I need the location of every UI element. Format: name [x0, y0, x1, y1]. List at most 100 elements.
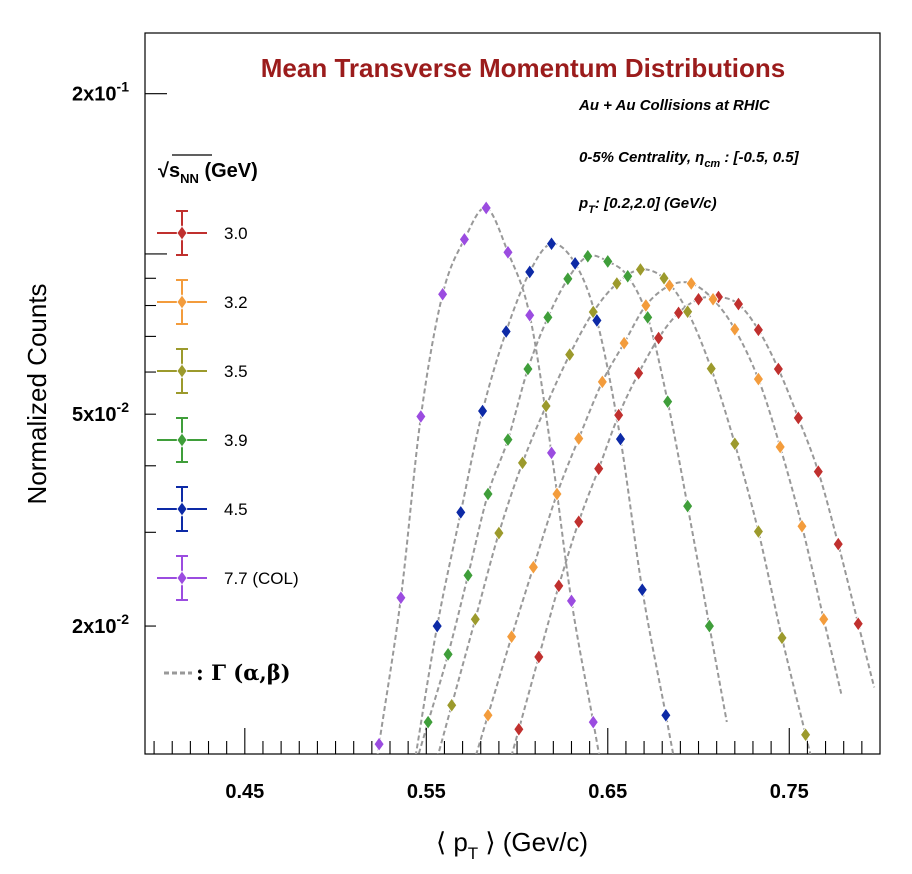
data-point-0 — [693, 291, 705, 307]
data-point-5 — [458, 231, 470, 248]
data-markers — [373, 200, 864, 776]
annotation-centrality: 0-5% Centrality, ηcm : [-0.5, 0.5] — [579, 149, 800, 170]
data-point-3 — [642, 309, 654, 326]
legend-label: 3.2 — [224, 293, 248, 312]
data-point-1 — [527, 559, 539, 575]
data-point-3 — [703, 618, 715, 634]
data-point-1 — [752, 371, 764, 387]
data-point-3 — [582, 248, 594, 264]
fit-curves — [376, 206, 876, 754]
data-point-0 — [732, 296, 744, 312]
data-point-4 — [569, 255, 581, 272]
x-tick-label: 0.65 — [588, 781, 627, 803]
data-point-5 — [395, 590, 407, 606]
legend-label: 3.5 — [224, 362, 248, 381]
y-tick-label: 5x10-2 — [72, 399, 129, 426]
x-tick-label: 0.55 — [407, 781, 446, 803]
data-point-2 — [776, 630, 788, 646]
legend-entry: 3.0 — [157, 210, 248, 256]
plot-area — [144, 32, 881, 755]
data-point-1 — [685, 275, 697, 292]
data-point-0 — [792, 410, 804, 426]
axis-ticks — [145, 93, 863, 754]
data-point-0 — [633, 365, 645, 381]
chart-text: 0.45 0.55 0.65 0.75 2x10-1 5x10-2 2x10-2 Normal… — [22, 53, 809, 863]
legend-entry: 7.7 (COL) — [157, 555, 299, 601]
data-point-2 — [540, 398, 552, 414]
legend-marker — [176, 432, 188, 448]
data-point-4 — [591, 312, 603, 329]
data-point-2 — [658, 270, 670, 286]
fit-curve-0 — [510, 295, 876, 754]
data-point-0 — [752, 322, 764, 338]
data-point-3 — [622, 268, 634, 284]
data-point-5 — [524, 307, 536, 323]
legend-title: √sNN (GeV) — [158, 160, 258, 186]
data-point-0 — [513, 721, 525, 737]
legend-label: 3.0 — [224, 224, 248, 243]
data-point-2 — [705, 360, 717, 377]
data-point-5 — [546, 445, 558, 461]
data-point-1 — [596, 374, 608, 390]
data-point-0 — [613, 407, 625, 423]
data-point-4 — [524, 264, 536, 280]
y-tick-label: 2x10-1 — [72, 79, 129, 106]
data-point-3 — [462, 567, 474, 584]
legend-fit-label: : Γ (α,β) — [196, 660, 291, 685]
data-point-3 — [542, 309, 554, 326]
data-point-5 — [437, 286, 449, 302]
x-axis-label: ⟨ pT ⟩ (Gev/c) — [436, 827, 588, 863]
fit-curve-5 — [376, 206, 601, 754]
legend-entry: 3.9 — [157, 417, 248, 463]
legend-marker — [176, 570, 188, 586]
data-point-5 — [373, 736, 385, 752]
data-point-1 — [663, 277, 675, 294]
data-point-2 — [800, 727, 812, 743]
legend-marker — [176, 294, 188, 310]
annotation-pt-range: pT: [0.2,2.0] (GeV/c) — [578, 195, 717, 216]
data-point-5 — [502, 244, 514, 261]
data-point-3 — [442, 646, 454, 662]
data-point-3 — [562, 271, 574, 287]
data-point-2 — [516, 455, 528, 471]
data-point-4 — [409, 762, 419, 776]
legend-entry: 3.5 — [157, 348, 248, 394]
data-point-2 — [446, 697, 458, 713]
data-point-2 — [493, 525, 505, 541]
data-point-3 — [482, 486, 494, 502]
data-point-1 — [729, 321, 741, 337]
data-point-1 — [551, 486, 563, 502]
data-point-2 — [752, 523, 764, 540]
data-point-0 — [832, 536, 844, 552]
data-point-3 — [662, 393, 674, 410]
data-point-4 — [477, 403, 489, 419]
data-point-1 — [818, 611, 830, 627]
data-point-1 — [506, 629, 518, 645]
data-point-2 — [611, 275, 623, 292]
legend-marker — [176, 363, 188, 379]
fit-curve-3 — [417, 254, 728, 754]
data-point-2 — [564, 346, 576, 363]
data-point-3 — [522, 361, 534, 377]
data-point-5 — [480, 200, 492, 216]
data-point-0 — [812, 463, 824, 480]
data-point-4 — [500, 323, 512, 340]
legend-marker — [176, 225, 188, 241]
fit-curve-2 — [437, 268, 812, 754]
data-point-0 — [593, 461, 605, 477]
data-point-4 — [614, 431, 626, 447]
chart-title: Mean Transverse Momentum Distributions — [261, 53, 785, 83]
y-axis-label: Normalized Counts — [22, 283, 52, 504]
legend-label: 3.9 — [224, 431, 248, 450]
legend-label: 4.5 — [224, 500, 248, 519]
plot-frame — [144, 32, 881, 755]
legend-entry: 4.5 — [157, 486, 248, 532]
legend-marker — [176, 501, 188, 517]
data-point-1 — [618, 335, 630, 351]
data-point-4 — [431, 618, 443, 634]
data-point-4 — [636, 582, 648, 598]
data-point-5 — [565, 593, 577, 609]
data-point-2 — [634, 261, 646, 278]
data-point-5 — [587, 714, 599, 730]
